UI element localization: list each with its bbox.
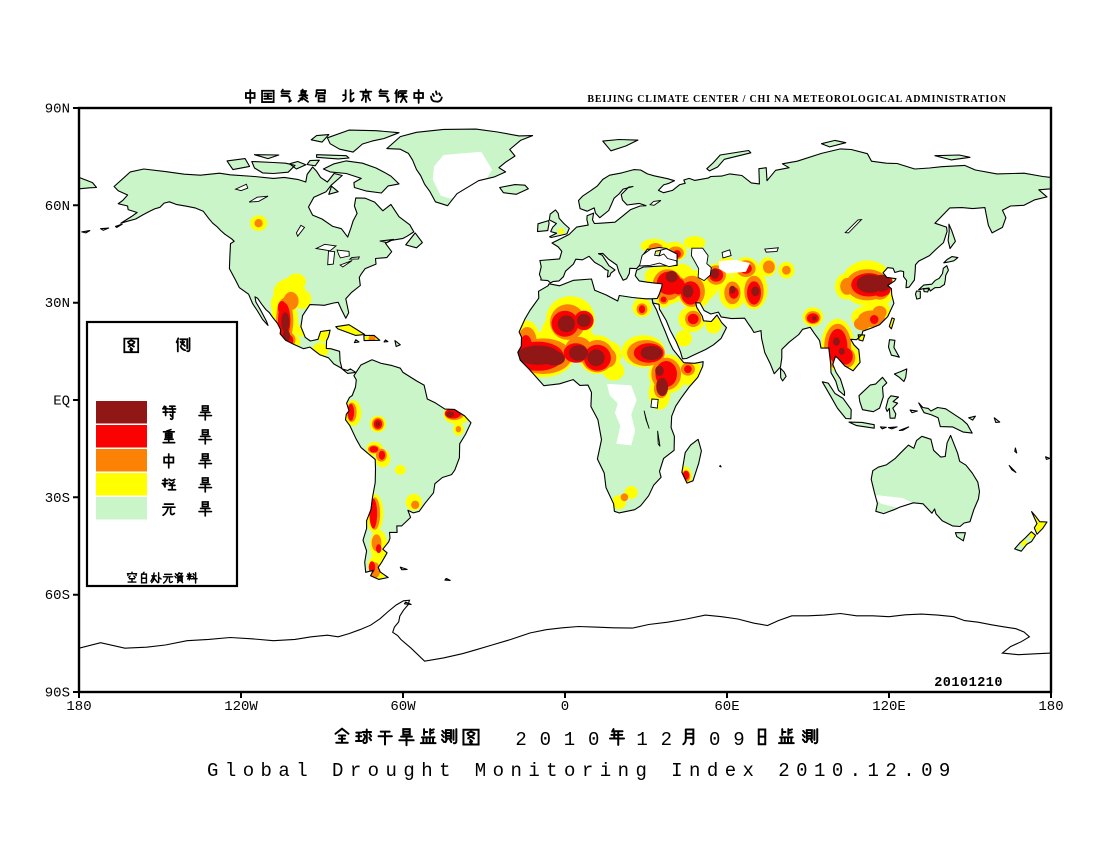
svg-text:Global Drought Monitoring Inde: Global Drought Monitoring Index 2010.12.… [207,760,957,782]
svg-text:60S: 60S [45,588,70,604]
svg-text:120E: 120E [872,699,906,715]
svg-text:20101210: 20101210 [934,676,1003,691]
svg-text:BEIJING CLIMATE CENTER / CHI N: BEIJING CLIMATE CENTER / CHI NA METEOROL… [587,94,1006,105]
svg-text:0: 0 [540,729,551,751]
svg-text:30S: 30S [45,491,70,507]
svg-text:2: 2 [515,729,526,751]
svg-text:90S: 90S [45,686,70,702]
svg-text:0: 0 [561,699,569,715]
svg-text:1: 1 [564,729,575,751]
svg-text:180: 180 [1038,699,1063,715]
svg-text:2: 2 [661,729,672,751]
svg-text:60N: 60N [45,199,70,215]
svg-text:EQ: EQ [53,394,70,410]
svg-text:60W: 60W [390,699,416,715]
svg-text:90N: 90N [45,102,70,118]
svg-text:9: 9 [733,729,744,751]
svg-text:180: 180 [66,699,91,715]
svg-text:120W: 120W [224,699,258,715]
svg-text:30N: 30N [45,296,70,312]
svg-text:0: 0 [709,729,720,751]
svg-text:1: 1 [636,729,647,751]
svg-text:60E: 60E [714,699,739,715]
svg-text:0: 0 [588,729,599,751]
